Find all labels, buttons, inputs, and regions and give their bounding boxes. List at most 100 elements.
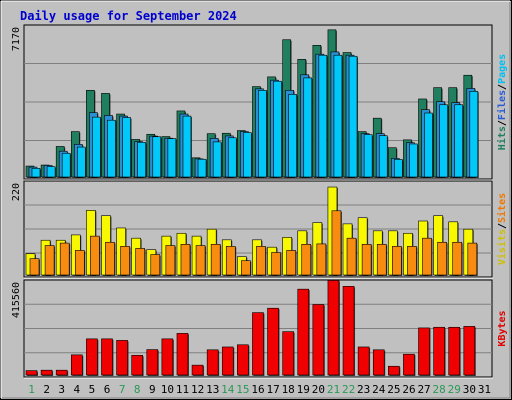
middle-bar-sites-day-9 <box>150 254 161 276</box>
top-bar-pages-day-9 <box>152 136 162 178</box>
x-tick-day-23: 23 <box>357 383 370 396</box>
bottom-bar-kbytes-day-21 <box>327 280 340 376</box>
x-tick-day-30: 30 <box>463 383 476 396</box>
middle-bar-sites-day-17 <box>271 252 281 276</box>
middle-bar-sites-day-12 <box>195 245 206 276</box>
bottom-bar-kbytes-day-20 <box>312 304 325 376</box>
middle-bar-sites-day-7 <box>120 246 130 276</box>
x-tick-day-2: 2 <box>43 383 50 396</box>
middle-bar-sites-day-4 <box>74 250 85 276</box>
top-bar-pages-day-5 <box>92 116 101 178</box>
x-tick-day-19: 19 <box>297 383 310 396</box>
top-bar-pages-day-1 <box>31 168 41 178</box>
top-bar-pages-day-11 <box>182 115 192 178</box>
top-bar-pages-day-21 <box>333 54 343 178</box>
bottom-bar-kbytes-day-19 <box>297 288 310 376</box>
x-tick-day-7: 7 <box>119 383 126 396</box>
bottom-legend: KBytes <box>497 310 508 346</box>
bottom-bar-kbytes-day-9 <box>146 349 159 376</box>
bottom-bar-kbytes-day-17 <box>267 307 279 376</box>
bottom-bar-kbytes-day-16 <box>252 312 264 376</box>
legend-separator: / <box>497 84 508 90</box>
legend-item-pages: Pages <box>497 54 508 84</box>
legend-item-hits: Hits <box>496 126 508 150</box>
bottom-bar-kbytes-day-28 <box>433 326 445 376</box>
middle-ymax-label: 220 <box>11 183 22 201</box>
middle-bar-sites-day-25 <box>392 246 402 276</box>
middle-bar-sites-day-22 <box>346 237 357 276</box>
middle-bar-sites-day-27 <box>422 237 432 276</box>
bottom-bar-kbytes-day-24 <box>372 349 385 376</box>
x-tick-day-13: 13 <box>206 383 219 396</box>
x-tick-day-27: 27 <box>417 383 430 396</box>
x-tick-day-15: 15 <box>236 383 249 396</box>
bottom-bar-kbytes-day-1 <box>25 370 38 376</box>
x-tick-day-31: 31 <box>478 383 491 396</box>
bottom-bar-kbytes-day-11 <box>176 333 189 376</box>
middle-bar-sites-day-10 <box>165 245 176 276</box>
legend-item-kbytes: KBytes <box>497 310 508 346</box>
top-bar-pages-day-6 <box>107 119 116 178</box>
legend-item-files: Files <box>496 90 508 120</box>
top-bar-pages-day-8 <box>137 142 146 178</box>
bottom-bar-kbytes-day-5 <box>86 338 98 376</box>
x-tick-day-9: 9 <box>149 383 156 396</box>
y-axis-max-labels: 7170 220 415560 <box>11 27 22 318</box>
x-axis-labels: 1 2 3 4 5 6 7 8 9 10 11 12 13 14 15 16 17 18 19 20 21 22 23 24 2… <box>28 383 491 396</box>
middle-bar-sites-day-3 <box>59 242 70 276</box>
top-bar-pages-day-4 <box>76 146 86 178</box>
top-bar-pages-day-29 <box>454 104 464 178</box>
bottom-bar-kbytes-day-30 <box>463 326 476 376</box>
middle-bar-sites-day-8 <box>135 248 145 276</box>
top-panel <box>23 24 493 181</box>
top-bar-pages-day-16 <box>258 90 267 178</box>
middle-bar-sites-day-6 <box>105 241 115 276</box>
bottom-bar-kbytes-day-4 <box>70 354 83 376</box>
middle-bar-sites-day-26 <box>407 246 417 276</box>
x-tick-day-5: 5 <box>89 383 96 396</box>
legend-item-sites: Sites <box>496 193 508 223</box>
top-bar-pages-day-13 <box>212 141 222 178</box>
middle-bar-sites-day-21 <box>331 210 342 276</box>
top-bar-pages-day-15 <box>243 132 252 178</box>
top-bar-pages-day-22 <box>348 55 358 178</box>
bottom-bar-kbytes-day-26 <box>403 353 415 376</box>
chart-panels <box>23 24 493 379</box>
bottom-bar-kbytes-day-6 <box>101 338 113 376</box>
bottom-bar-kbytes-day-3 <box>55 369 68 376</box>
bottom-bar-kbytes-day-12 <box>191 364 204 376</box>
bottom-ymax-label: 415560 <box>11 282 22 318</box>
x-tick-day-10: 10 <box>161 383 174 396</box>
bottom-bar-kbytes-day-18 <box>282 331 294 376</box>
top-bar-pages-day-20 <box>318 54 328 178</box>
x-tick-day-25: 25 <box>387 383 400 396</box>
x-tick-day-21: 21 <box>327 383 340 396</box>
middle-bar-sites-day-24 <box>376 244 387 276</box>
middle-bar-sites-day-16 <box>256 246 266 276</box>
top-bar-pages-day-23 <box>363 134 373 178</box>
bottom-bar-kbytes-day-23 <box>357 346 370 376</box>
x-tick-day-18: 18 <box>282 383 295 396</box>
top-bar-pages-day-10 <box>167 138 177 178</box>
x-tick-day-12: 12 <box>191 383 204 396</box>
x-tick-day-22: 22 <box>342 383 355 396</box>
top-bar-pages-day-25 <box>394 159 403 178</box>
legend-item-visits: Visits <box>496 229 508 265</box>
top-legend: Hits/Files/Pages <box>496 54 508 150</box>
middle-bar-sites-day-19 <box>301 244 312 276</box>
top-bar-pages-day-14 <box>227 137 237 178</box>
x-tick-day-14: 14 <box>221 383 235 396</box>
x-tick-day-6: 6 <box>104 383 111 396</box>
top-bar-pages-day-24 <box>378 135 388 178</box>
middle-bar-sites-day-5 <box>90 235 100 276</box>
x-tick-day-3: 3 <box>58 383 65 396</box>
bottom-bar-kbytes-day-13 <box>206 349 219 376</box>
bottom-bar-kbytes-day-22 <box>342 286 355 376</box>
middle-bar-sites-day-18 <box>286 250 296 276</box>
middle-bar-sites-day-20 <box>316 243 327 276</box>
top-bar-pages-day-27 <box>424 112 433 178</box>
bottom-bar-kbytes-day-7 <box>116 340 128 376</box>
x-tick-day-16: 16 <box>251 383 264 396</box>
top-bar-pages-day-12 <box>197 158 207 178</box>
